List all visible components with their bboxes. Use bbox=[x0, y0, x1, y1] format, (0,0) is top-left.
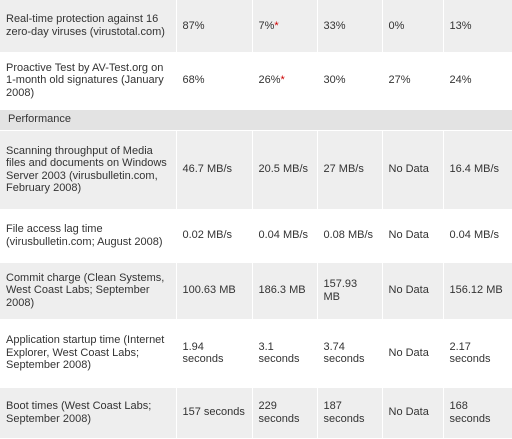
row-label: Proactive Test by AV-Test.org on 1-month… bbox=[0, 52, 177, 110]
value-cell: 187 seconds bbox=[317, 387, 383, 439]
value-cell: 0% bbox=[382, 0, 444, 53]
value-cell: 7%* bbox=[252, 0, 318, 53]
value-cell: 100.63 MB bbox=[176, 262, 253, 320]
footnote-marker: * bbox=[280, 74, 285, 87]
table-row: Application startup time (Internet Explo… bbox=[0, 319, 512, 388]
value-cell: 0.08 MB/s bbox=[317, 209, 383, 263]
value-cell: 16.4 MB/s bbox=[443, 130, 512, 210]
table-row: Boot times (West Coast Labs; September 2… bbox=[0, 387, 512, 439]
table-row: Real-time protection against 16 zero-day… bbox=[0, 0, 512, 53]
value-cell: 46.7 MB/s bbox=[176, 130, 253, 210]
section-header-row: Performance bbox=[0, 109, 512, 131]
value-cell: 68% bbox=[176, 52, 253, 110]
value-cell: 27% bbox=[382, 52, 444, 110]
value-cell: 13% bbox=[443, 0, 512, 53]
value-cell: 24% bbox=[443, 52, 512, 110]
value-cell: 33% bbox=[317, 0, 383, 53]
value-cell: 1.94 seconds bbox=[176, 319, 253, 388]
value-cell: 156.12 MB bbox=[443, 262, 512, 320]
row-label: Commit charge (Clean Systems, West Coast… bbox=[0, 262, 177, 320]
value-cell: 157.93 MB bbox=[317, 262, 383, 320]
table-row: File access lag time (virusbulletin.com;… bbox=[0, 209, 512, 263]
value-cell: No Data bbox=[382, 387, 444, 439]
value-cell: 3.1 seconds bbox=[252, 319, 318, 388]
value-cell: 26%* bbox=[252, 52, 318, 110]
value-cell: 2.17 seconds bbox=[443, 319, 512, 388]
value-cell: 20.5 MB/s bbox=[252, 130, 318, 210]
value-cell: 0.02 MB/s bbox=[176, 209, 253, 263]
table-row: Proactive Test by AV-Test.org on 1-month… bbox=[0, 52, 512, 110]
value-cell: 0.04 MB/s bbox=[443, 209, 512, 263]
value-cell: 87% bbox=[176, 0, 253, 53]
footnote-marker: * bbox=[274, 19, 279, 32]
value-cell: 186.3 MB bbox=[252, 262, 318, 320]
value-cell: 27 MB/s bbox=[317, 130, 383, 210]
value-text: 26% bbox=[258, 74, 281, 87]
value-cell: 157 seconds bbox=[176, 387, 253, 439]
value-cell: 0.04 MB/s bbox=[252, 209, 318, 263]
table-row: Commit charge (Clean Systems, West Coast… bbox=[0, 262, 512, 320]
row-label: Boot times (West Coast Labs; September 2… bbox=[0, 387, 177, 439]
row-label: Scanning throughput of Media files and d… bbox=[0, 130, 177, 210]
value-cell: 229 seconds bbox=[252, 387, 318, 439]
value-cell: 168 seconds bbox=[443, 387, 512, 439]
value-text: 7% bbox=[258, 19, 275, 32]
value-cell: No Data bbox=[382, 130, 444, 210]
value-cell: No Data bbox=[382, 319, 444, 388]
table-row: Scanning throughput of Media files and d… bbox=[0, 130, 512, 210]
row-label: Real-time protection against 16 zero-day… bbox=[0, 0, 177, 53]
row-label: File access lag time (virusbulletin.com;… bbox=[0, 209, 177, 263]
value-cell: 3.74 seconds bbox=[317, 319, 383, 388]
value-cell: No Data bbox=[382, 209, 444, 263]
row-label: Application startup time (Internet Explo… bbox=[0, 319, 177, 388]
value-cell: 30% bbox=[317, 52, 383, 110]
value-cell: No Data bbox=[382, 262, 444, 320]
section-title: Performance bbox=[0, 109, 512, 131]
